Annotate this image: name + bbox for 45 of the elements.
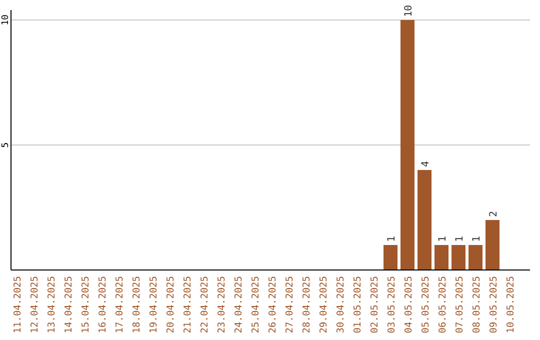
x-tick-label: 18.04.2025 xyxy=(132,276,142,334)
x-tick-label: 04.05.2025 xyxy=(404,276,414,334)
x-tick-label: 25.04.2025 xyxy=(250,276,262,334)
bar xyxy=(384,245,398,270)
data-label: 1 xyxy=(472,236,482,242)
data-label: 2 xyxy=(488,210,500,217)
x-tick-label: 01.05.2025 xyxy=(352,276,364,334)
y-tick-label: 5 xyxy=(1,142,11,148)
x-tick-label: 10.05.2025 xyxy=(506,276,516,334)
x-tick-label: 15.04.2025 xyxy=(80,276,92,334)
x-tick-label: 05.05.2025 xyxy=(420,276,432,334)
data-label: 1 xyxy=(454,236,466,242)
x-tick-label: 06.05.2025 xyxy=(438,276,448,334)
x-tick-label: 26.04.2025 xyxy=(268,276,278,334)
x-tick-label: 16.04.2025 xyxy=(98,276,108,334)
bar xyxy=(418,170,432,270)
x-tick-label: 14.04.2025 xyxy=(64,276,74,334)
bar xyxy=(400,20,414,270)
data-label: 4 xyxy=(420,160,432,167)
x-tick-label: 08.05.2025 xyxy=(472,276,482,334)
x-tick-label: 27.04.2025 xyxy=(284,276,296,334)
x-tick-label: 23.04.2025 xyxy=(216,276,228,334)
x-tick-label: 20.04.2025 xyxy=(166,276,176,334)
bar xyxy=(468,245,482,270)
x-tick-label: 07.05.2025 xyxy=(454,276,466,334)
x-tick-label: 21.04.2025 xyxy=(182,276,194,334)
x-tick-label: 09.05.2025 xyxy=(488,276,500,334)
bar xyxy=(434,245,448,270)
data-label: 1 xyxy=(386,236,398,242)
x-tick-label: 29.04.2025 xyxy=(318,276,330,334)
x-tick-label: 11.04.2025 xyxy=(12,276,24,334)
x-tick-label: 30.04.2025 xyxy=(336,276,346,334)
data-label: 10 xyxy=(404,4,414,17)
x-tick-label: 17.04.2025 xyxy=(114,276,126,334)
bar xyxy=(486,220,500,270)
x-tick-label: 13.04.2025 xyxy=(46,276,58,334)
x-tick-label: 12.04.2025 xyxy=(30,276,40,334)
x-tick-label: 03.05.2025 xyxy=(386,276,398,334)
x-tick-label: 19.04.2025 xyxy=(148,276,160,334)
x-tick-label: 22.04.2025 xyxy=(200,276,210,334)
data-label: 1 xyxy=(438,236,448,242)
x-tick-label: 24.04.2025 xyxy=(234,276,244,334)
bar xyxy=(452,245,466,270)
x-tick-label: 28.04.2025 xyxy=(302,276,312,334)
x-tick-label: 02.05.2025 xyxy=(370,276,380,334)
